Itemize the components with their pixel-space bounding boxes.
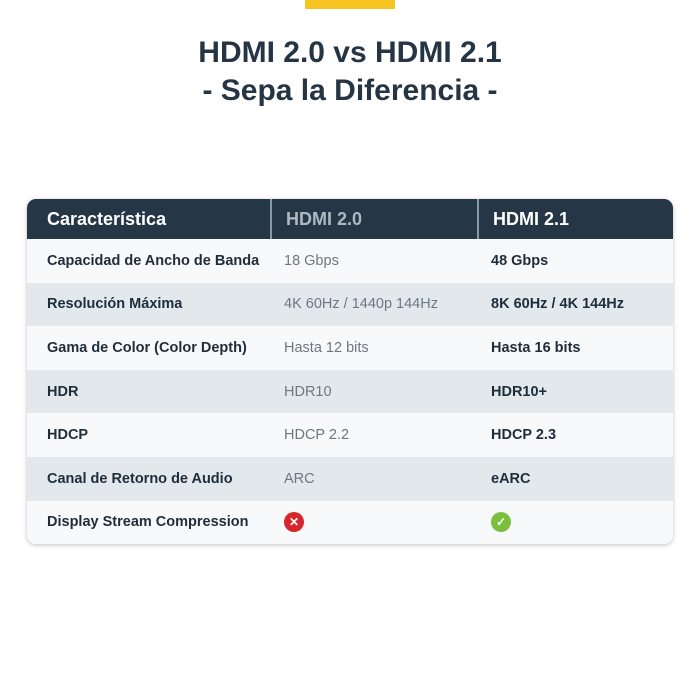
hdmi21-cell: 48 Gbps <box>491 252 549 269</box>
header-hdmi21: HDMI 2.1 <box>477 199 673 239</box>
feature-cell: HDR <box>47 383 79 400</box>
table-row: HDCP HDCP 2.2 HDCP 2.3 <box>27 413 673 457</box>
feature-cell: Capacidad de Ancho de Banda <box>47 252 260 269</box>
page-subtitle: - Sepa la Diferencia - <box>202 74 498 107</box>
hdmi21-cell: eARC <box>491 470 531 487</box>
hdmi20-cell: HDR10 <box>284 383 332 400</box>
table-row: Display Stream Compression ✕ ✓ <box>27 500 673 545</box>
feature-cell: HDCP <box>47 427 89 444</box>
header-hdmi20: HDMI 2.0 <box>270 199 477 239</box>
hdmi21-cell: 8K 60Hz / 4K 144Hz <box>491 296 624 313</box>
feature-cell: Gama de Color (Color Depth) <box>47 339 247 356</box>
hdmi21-cell: HDR10+ <box>491 383 548 400</box>
table-row: Resolución Máxima 4K 60Hz / 1440p 144Hz … <box>27 282 673 327</box>
table-header: Característica HDMI 2.0 HDMI 2.1 <box>27 199 673 239</box>
table-row: Gama de Color (Color Depth) Hasta 12 bit… <box>27 326 673 370</box>
hdmi20-cell: Hasta 12 bits <box>284 339 369 356</box>
x-circle-icon: ✕ <box>284 512 304 533</box>
accent-bar <box>305 0 395 9</box>
hdmi20-cell: ✕ <box>270 512 477 533</box>
header-feature: Característica <box>47 209 167 229</box>
table-row: HDR HDR10 HDR10+ <box>27 369 673 414</box>
hdmi21-cell: HDCP 2.3 <box>491 427 557 444</box>
hdmi20-cell: 4K 60Hz / 1440p 144Hz <box>284 296 438 313</box>
table-row: Canal de Retorno de Audio ARC eARC <box>27 456 673 501</box>
comparison-table: Característica HDMI 2.0 HDMI 2.1 Capacid… <box>27 199 673 545</box>
hdmi20-cell: 18 Gbps <box>284 252 339 269</box>
check-circle-icon: ✓ <box>491 512 511 533</box>
hdmi20-cell: HDCP 2.2 <box>284 427 350 444</box>
page-title: HDMI 2.0 vs HDMI 2.1 <box>198 36 502 69</box>
table-row: Capacidad de Ancho de Banda 18 Gbps 48 G… <box>27 239 673 283</box>
feature-cell: Canal de Retorno de Audio <box>47 470 233 487</box>
feature-cell: Display Stream Compression <box>47 514 249 531</box>
feature-cell: Resolución Máxima <box>47 296 183 313</box>
hdmi20-cell: ARC <box>284 470 315 487</box>
hdmi21-cell: ✓ <box>477 512 673 533</box>
hdmi21-cell: Hasta 16 bits <box>491 339 581 356</box>
